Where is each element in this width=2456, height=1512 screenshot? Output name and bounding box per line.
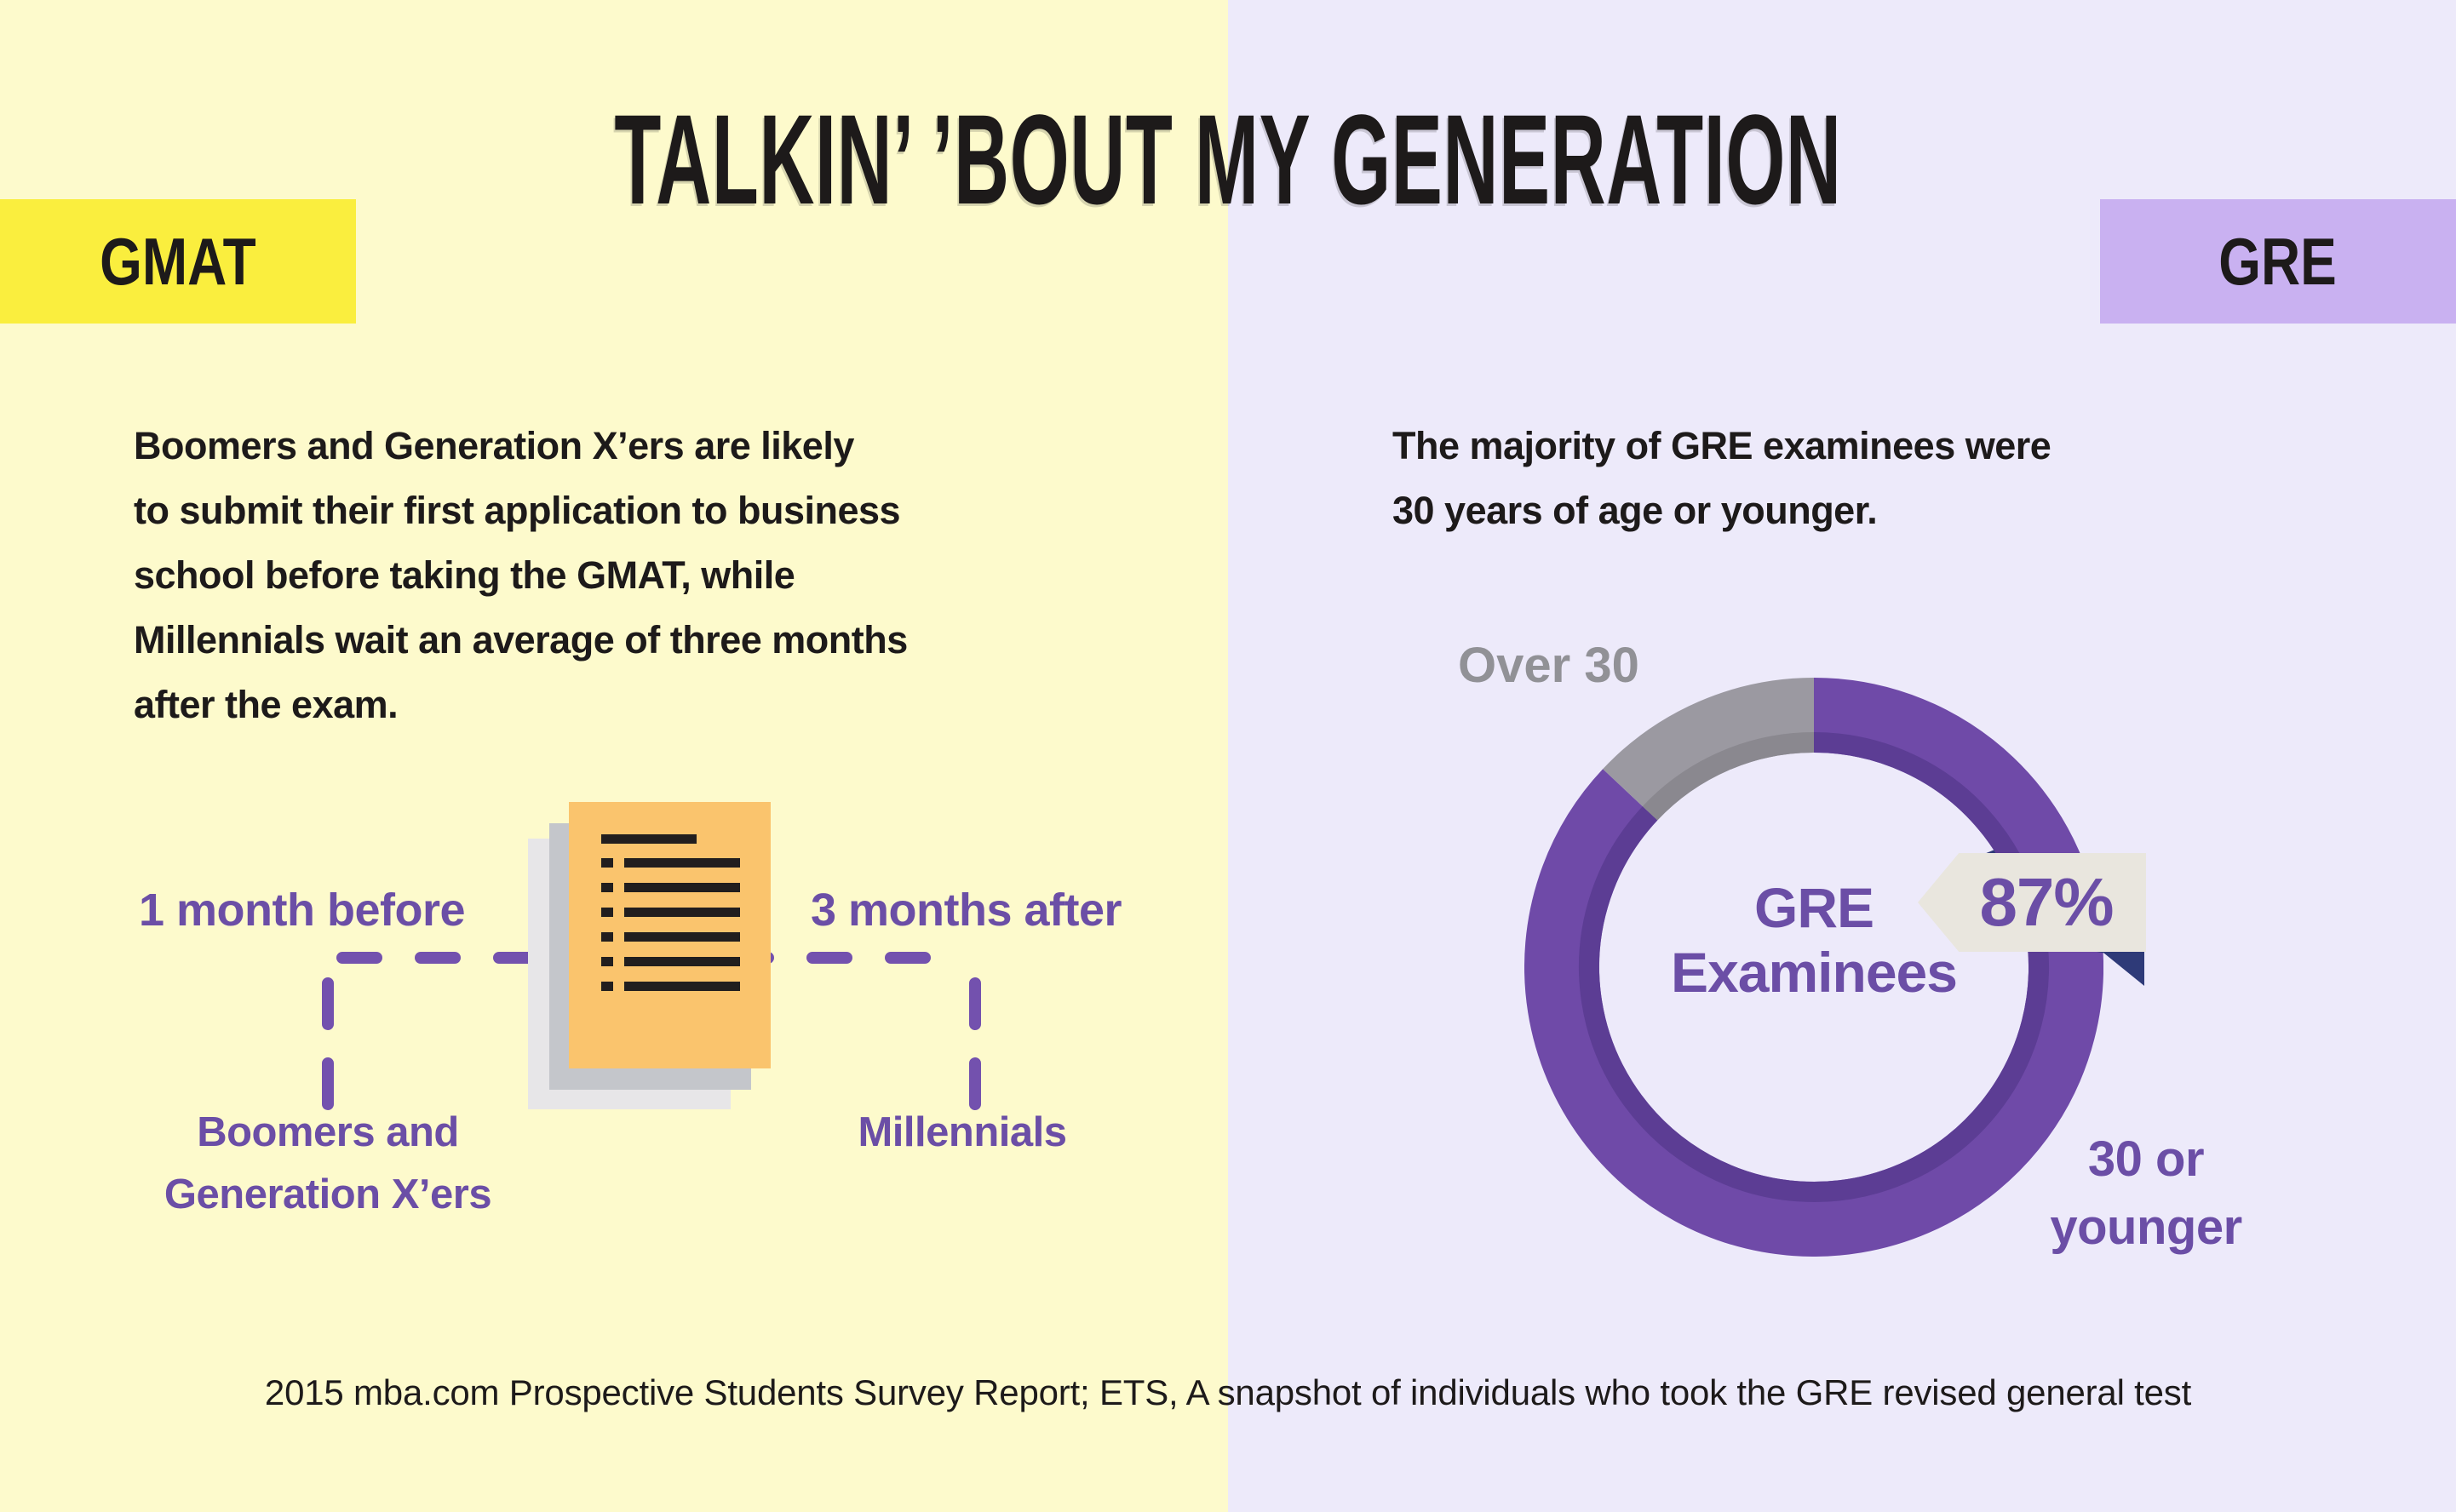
donut-chart [1524,678,2103,1257]
document-text-line [624,982,740,991]
document-bullet-row [601,957,740,966]
donut-segment-30-or-younger-inner-bevel [1579,732,2049,1202]
gmat-paragraph-line: school before taking the GMAT, while [134,553,795,597]
donut-label-line: 30 or [2087,1131,2205,1187]
gmat-paragraph-line: to submit their first application to bus… [134,489,901,532]
donut-label-30-or-younger: 30 or younger [1984,1125,2308,1262]
bullet-icon [601,982,613,991]
document-text-line [624,908,740,917]
gmat-badge-label: GMAT [100,223,256,299]
donut-label-line: younger [2050,1200,2242,1255]
source-citation: 2015 mba.com Prospective Students Survey… [264,1372,2192,1412]
document-bullet-row [601,982,740,991]
gmat-paragraph-line: after the exam. [134,683,399,726]
gre-paragraph-line: 30 years of age or younger. [1392,489,1878,532]
bullet-icon [601,957,613,966]
donut-segment-30-or-younger [1524,678,2103,1257]
gre-paragraph: The majority of GRE examinees were 30 ye… [1392,414,2397,543]
document-bullet-row [601,883,740,892]
bullet-icon [601,858,613,868]
donut-center-line: Examinees [1671,941,1958,1004]
document-text-line [624,883,740,892]
gre-badge: GRE [2100,199,2456,324]
timeline-group-boomers-genx: Boomers and Generation X’ers [106,1102,549,1226]
bullet-icon [601,883,613,892]
gmat-paragraph-line: Boomers and Generation X’ers are likely [134,424,854,467]
donut-segment-over-30-inner-bevel [1642,732,1815,821]
document-text-line [624,932,740,942]
timeline-label-3-months-after: 3 months after [811,885,1122,936]
timeline-group-line: Boomers and [197,1109,459,1155]
gmat-badge: GMAT [0,199,356,324]
timeline-group-millennials: Millennials [858,1109,1067,1155]
donut-center-line: GRE [1753,876,1874,939]
gre-paragraph-line: The majority of GRE examinees were [1392,424,2051,467]
bullet-icon [601,932,613,942]
timeline-group-line: Generation X’ers [164,1171,492,1217]
document-bullet-row [601,932,740,942]
percentage-callout-flag: 87% [1918,853,2146,952]
document-bullet-row [601,908,740,917]
gmat-paragraph-line: Millennials wait an average of three mon… [134,618,908,662]
donut-label-over-30: Over 30 [1458,638,1639,693]
gmat-paragraph: Boomers and Generation X’ers are likely … [134,414,1207,737]
document-bullet-row [601,858,740,868]
document-title-line [601,834,697,844]
timeline-label-1-month-before: 1 month before [139,885,466,936]
document-text-line [624,957,740,966]
page-title: TALKIN’ ’BOUT MY GENERATION [614,88,1842,231]
bullet-icon [601,908,613,917]
donut-center-label: GRE Examinees [1524,875,2103,1005]
donut-segment-over-30 [1603,678,1815,822]
document-text-line [624,858,740,868]
document-icon [569,802,771,1068]
percentage-value: 87% [1979,864,2114,940]
gre-badge-label: GRE [2218,223,2338,299]
